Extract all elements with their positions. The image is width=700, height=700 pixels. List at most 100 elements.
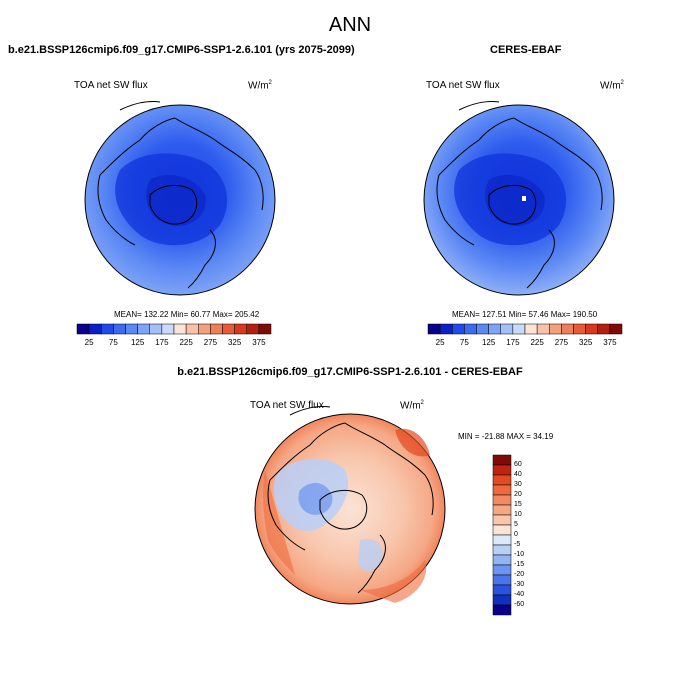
model-colorbar-swatch	[234, 323, 247, 335]
diff-colorbar-swatch	[492, 574, 512, 586]
model-colorbar-swatch	[161, 323, 175, 335]
diff-panel-title: b.e21.BSSP126cmip6.f09_g17.CMIP6-SSP1-2.…	[177, 366, 523, 378]
diff-colorbar-tick-label: -15	[514, 561, 525, 568]
diff-colorbar-swatch	[492, 604, 512, 616]
diff-colorbar-tick-label: -10	[514, 551, 525, 558]
obs-colorbar-swatch	[500, 323, 514, 335]
obs-colorbar-swatch	[464, 323, 477, 335]
model-colorbar-tick-label: 225	[179, 338, 193, 347]
diff-variable-label: TOA net SW flux	[250, 400, 324, 411]
diff-colorbar-swatch	[492, 594, 512, 606]
diff-colorbar-swatch	[492, 454, 512, 466]
diff-colorbar-swatch	[492, 504, 512, 516]
diff-colorbar-swatch	[492, 484, 512, 496]
diff-colorbar-swatch	[492, 524, 512, 536]
model-colorbar-swatch	[258, 323, 272, 335]
obs-colorbar-swatch	[561, 323, 574, 335]
model-panel-title: b.e21.BSSP126cmip6.f09_g17.CMIP6-SSP1-2.…	[8, 44, 355, 56]
obs-panel-title: CERES-EBAF	[490, 44, 562, 56]
diff-colorbar-tick-label: 10	[514, 511, 522, 518]
obs-colorbar-swatch	[512, 323, 526, 335]
obs-colorbar-tick-label: 75	[459, 338, 469, 347]
diff-colorbar-swatch	[492, 494, 512, 506]
model-disk	[84, 101, 276, 296]
model-colorbar-swatch	[185, 323, 199, 335]
obs-colorbar-swatch	[597, 323, 611, 335]
diff-colorbar-tick-label: 20	[514, 491, 522, 498]
diff-colorbar-tick-label: 0	[514, 531, 518, 538]
model-colorbar-swatch	[88, 323, 102, 335]
model-colorbar-swatch	[113, 323, 126, 335]
model-colorbar-swatch	[101, 323, 114, 335]
obs-colorbar-tick-label: 175	[506, 338, 520, 347]
figure-title: ANN	[328, 14, 372, 36]
obs-disk	[423, 101, 615, 296]
obs-colorbar-swatch	[536, 323, 550, 335]
obs-colorbar-swatch	[585, 323, 598, 335]
diff-colorbar-swatch	[492, 564, 512, 576]
model-colorbar-swatch	[222, 323, 235, 335]
diff-colorbar-tick-label: -20	[514, 571, 525, 578]
model-stats: MEAN= 132.22 Min= 60.77 Max= 205.42	[114, 310, 260, 319]
model-colorbar-tick-label: 325	[227, 338, 242, 347]
diff-colorbar-tick-label: -60	[514, 601, 525, 608]
model-colorbar-swatch	[149, 323, 163, 335]
model-colorbar-tick-label: 175	[155, 338, 169, 347]
model-colorbar-swatch	[125, 323, 138, 335]
diff-colorbar-tick-label: -5	[514, 541, 521, 548]
model-colorbar-tick-label: 25	[84, 338, 94, 347]
obs-colorbar-swatch	[609, 323, 623, 335]
model-colorbar-tick-label: 125	[130, 338, 145, 347]
obs-colorbar-tick-label: 325	[578, 338, 593, 347]
obs-variable-label: TOA net SW flux	[426, 80, 500, 91]
obs-colorbar-labels: 25 75 125 175 225 275 325 375	[428, 338, 622, 350]
model-colorbar-labels: 25 75 125 175 225 275 325 375	[77, 338, 271, 350]
model-units-label: W/m2	[248, 80, 272, 92]
obs-colorbar-swatch	[439, 323, 453, 335]
model-colorbar-swatch	[76, 323, 90, 335]
obs-colorbar-tick-label: 275	[554, 338, 569, 347]
model-colorbar-tick-label: 275	[203, 338, 218, 347]
model-colorbar-tick-label: 375	[252, 338, 266, 347]
obs-stats: MEAN= 127.51 Min= 57.46 Max= 190.50	[452, 310, 598, 319]
diff-colorbar	[492, 454, 512, 616]
obs-colorbar-swatch	[573, 323, 586, 335]
obs-colorbar-swatch	[427, 323, 441, 335]
diff-disk	[254, 406, 446, 605]
model-colorbar-tick-label: 75	[108, 338, 118, 347]
obs-colorbar-swatch	[488, 323, 501, 335]
diff-colorbar-swatch	[492, 584, 512, 596]
diff-colorbar-tick-label: 30	[514, 481, 522, 488]
diff-stats: MIN = -21.88 MAX = 34.19	[458, 432, 554, 441]
diff-colorbar-swatch	[492, 464, 512, 476]
obs-colorbar-swatch	[476, 323, 489, 335]
obs-units-label: W/m2	[600, 80, 624, 92]
model-colorbar-swatch	[173, 323, 187, 335]
diff-colorbar-tick-label: 5	[514, 521, 518, 528]
obs-colorbar-tick-label: 25	[435, 338, 445, 347]
obs-colorbar-tick-label: 375	[603, 338, 617, 347]
obs-colorbar-tick-label: 225	[530, 338, 544, 347]
model-colorbar-swatch	[137, 323, 150, 335]
diff-colorbar-tick-label: -40	[514, 591, 525, 598]
model-colorbar-swatch	[198, 323, 211, 335]
diff-colorbar-swatch	[492, 534, 512, 546]
diff-colorbar-swatch	[492, 474, 512, 486]
obs-colorbar-tick-label: 125	[481, 338, 496, 347]
model-variable-label: TOA net SW flux	[74, 80, 148, 91]
diff-colorbar-swatch	[492, 554, 512, 566]
diff-colorbar-tick-label: 60	[514, 461, 522, 468]
model-colorbar	[76, 323, 272, 335]
diff-units-label: W/m2	[400, 400, 424, 412]
obs-colorbar-swatch	[549, 323, 562, 335]
diff-colorbar-swatch	[492, 544, 512, 556]
obs-colorbar-swatch	[524, 323, 538, 335]
diff-colorbar-tick-label: -30	[514, 581, 525, 588]
diff-colorbar-swatch	[492, 514, 512, 526]
obs-colorbar-swatch	[452, 323, 465, 335]
model-colorbar-swatch	[210, 323, 223, 335]
diff-colorbar-labels: 60 40 30 20 15 10 5 0 -5 -10 -15 -20 -30 -40 -60	[514, 455, 544, 615]
diff-colorbar-tick-label: 15	[514, 501, 522, 508]
diff-colorbar-tick-label: 40	[514, 471, 522, 478]
